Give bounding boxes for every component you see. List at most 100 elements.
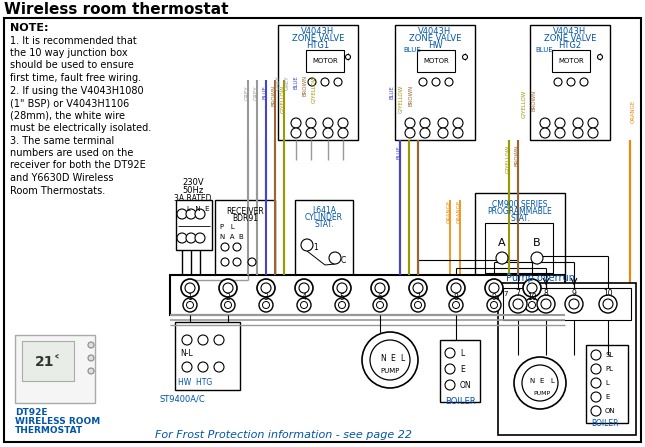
Text: numbers are used on the: numbers are used on the [10,148,134,158]
Bar [417,50,455,72]
Circle shape [297,298,311,312]
Circle shape [373,298,387,312]
Text: BOILER: BOILER [445,397,475,406]
Circle shape [413,283,423,293]
Circle shape [301,239,313,251]
Text: N-L: N-L [180,349,193,358]
Circle shape [591,364,601,374]
Text: GREY: GREY [244,85,250,100]
Text: G/YELLOW: G/YELLOW [506,145,510,173]
Circle shape [409,279,427,297]
Circle shape [555,128,565,138]
Circle shape [522,365,558,401]
Text: ST9400A/C: ST9400A/C [160,395,206,404]
Text: MOTOR: MOTOR [312,58,338,64]
Circle shape [453,301,459,308]
Circle shape [411,298,425,312]
Text: PUMP: PUMP [381,368,400,374]
Text: BOILER: BOILER [591,419,619,428]
Text: HW: HW [428,41,442,50]
Text: E: E [460,364,465,374]
Text: GREY: GREY [275,75,281,90]
Circle shape [514,357,566,409]
Text: PUMP: PUMP [533,391,551,396]
Text: THERMOSTAT: THERMOSTAT [15,426,83,435]
Circle shape [362,332,418,388]
Circle shape [523,279,541,297]
Circle shape [377,301,384,308]
Circle shape [291,118,301,128]
Bar [552,50,590,72]
Bar [440,340,480,402]
Circle shape [186,233,196,243]
Circle shape [580,78,588,86]
Circle shape [405,128,415,138]
Text: B: B [533,238,541,248]
Circle shape [323,118,333,128]
Text: L: L [550,378,554,384]
Text: ON: ON [605,408,615,414]
Circle shape [214,362,224,372]
Text: RECEIVER: RECEIVER [226,207,264,216]
Circle shape [308,78,316,86]
Circle shape [329,252,341,264]
Text: 3A RATED: 3A RATED [174,194,212,203]
Circle shape [490,301,497,308]
Text: 8: 8 [453,292,459,301]
Text: E: E [391,354,395,363]
Circle shape [198,362,208,372]
Circle shape [339,301,346,308]
Circle shape [177,233,187,243]
Circle shape [603,299,613,309]
Circle shape [453,118,463,128]
Circle shape [527,283,537,293]
Text: 21˂: 21˂ [35,355,61,369]
Text: Pump overrun: Pump overrun [506,273,575,283]
Circle shape [257,279,275,297]
Circle shape [447,279,465,297]
Bar [278,25,358,140]
Text: (28mm), the white wire: (28mm), the white wire [10,110,125,121]
Circle shape [462,55,468,59]
Bar [395,25,475,140]
Text: STAT.: STAT. [510,214,530,223]
Text: CYLINDER: CYLINDER [305,213,343,222]
Text: BROWN: BROWN [272,85,277,106]
Text: PROGRAMMABLE: PROGRAMMABLE [488,207,552,216]
Bar [530,25,610,140]
Circle shape [445,380,455,390]
Text: HTG2: HTG2 [559,41,582,50]
Circle shape [420,128,430,138]
Text: and Y6630D Wireless: and Y6630D Wireless [10,173,114,183]
Circle shape [415,301,421,308]
Bar [498,283,636,435]
Circle shape [233,243,241,251]
Circle shape [334,78,342,86]
Circle shape [405,118,415,128]
Bar [475,193,565,281]
Circle shape [537,295,555,313]
Circle shape [438,128,448,138]
Text: 10: 10 [527,292,537,301]
Text: For Frost Protection information - see page 22: For Frost Protection information - see p… [155,430,412,440]
Text: the 10 way junction box: the 10 way junction box [10,48,128,58]
Circle shape [509,295,527,313]
Bar [503,288,631,320]
Circle shape [370,340,410,380]
Circle shape [528,301,535,308]
Circle shape [591,392,601,402]
Text: N: N [530,378,535,384]
Text: ORANGE: ORANGE [631,100,635,123]
Text: ORANGE: ORANGE [457,200,462,223]
Circle shape [301,301,308,308]
Text: 8: 8 [544,288,548,298]
Text: BROWN: BROWN [303,75,308,96]
Circle shape [299,283,309,293]
Circle shape [496,252,508,264]
Circle shape [183,298,197,312]
Text: WIRELESS ROOM: WIRELESS ROOM [15,417,100,426]
Circle shape [223,283,233,293]
Text: GREY: GREY [284,75,290,90]
Bar [485,223,553,273]
Text: G/YELLOW: G/YELLOW [312,75,317,103]
